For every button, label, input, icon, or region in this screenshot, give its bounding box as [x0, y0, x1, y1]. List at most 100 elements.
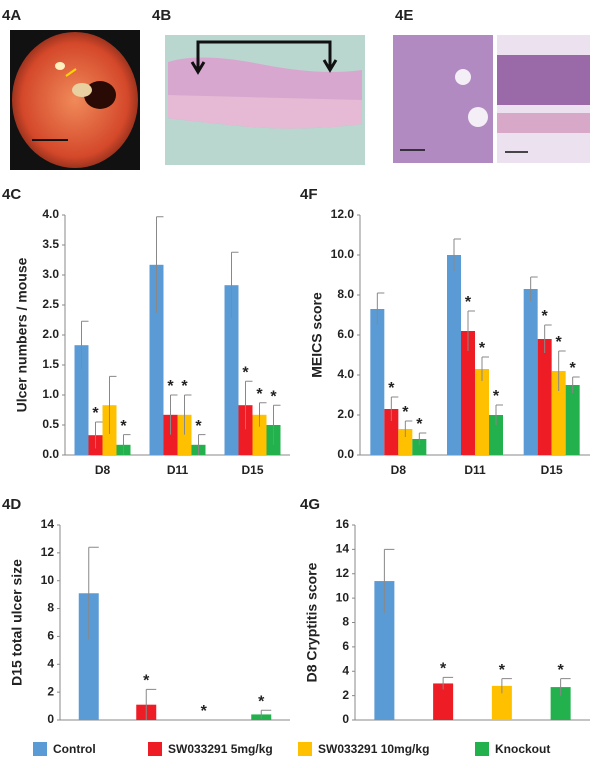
panel-label: 4D: [2, 496, 21, 513]
x-tick-label: D15: [241, 463, 263, 477]
bar: [523, 289, 538, 455]
error-bar: [156, 216, 164, 313]
bar: [461, 331, 475, 455]
legend-swatch: [298, 742, 312, 756]
significance-mark: *: [465, 294, 472, 311]
panel-label: 4G: [300, 496, 320, 513]
y-axis-title: D15 total ulcer size: [9, 559, 25, 686]
bar: [433, 683, 454, 720]
error-bar: [501, 678, 512, 694]
y-tick-label: 4.0: [337, 367, 354, 381]
legend-swatch: [33, 742, 47, 756]
error-bar: [390, 396, 399, 421]
error-bar: [245, 380, 253, 430]
legend-swatch: [475, 742, 489, 756]
significance-mark: *: [270, 388, 277, 405]
error-bar: [109, 375, 117, 434]
error-bar: [145, 688, 157, 720]
x-tick-label: D15: [541, 463, 563, 477]
bar: [384, 409, 399, 455]
bar: [374, 581, 395, 720]
significance-mark: *: [242, 364, 249, 381]
y-tick-label: 0: [47, 712, 54, 726]
significance-mark: *: [440, 661, 447, 678]
error-bar: [453, 238, 461, 271]
bar: [398, 429, 413, 455]
y-tick-label: 1.5: [42, 357, 59, 371]
significance-mark: *: [388, 380, 395, 397]
y-tick-label: 2.0: [42, 327, 59, 341]
error-bar: [95, 421, 103, 449]
y-tick-label: 0.5: [42, 417, 59, 431]
legend-swatch: [148, 742, 162, 756]
y-tick-label: 0.0: [42, 447, 59, 461]
y-tick-label: 4: [342, 663, 349, 677]
y-tick-label: 3.5: [42, 237, 59, 251]
y-axis-title: MEICS score: [309, 292, 325, 378]
histology-image: [393, 35, 590, 163]
error-bar: [481, 356, 489, 381]
bar: [78, 593, 99, 720]
error-bar: [383, 548, 395, 613]
y-tick-label: 6: [342, 639, 349, 653]
bar: [163, 414, 178, 455]
panel-label: 4C: [2, 186, 21, 203]
x-tick-label: D11: [167, 463, 189, 477]
significance-mark: *: [143, 673, 150, 690]
significance-mark: *: [416, 416, 423, 433]
bar: [489, 415, 503, 455]
legend-label: Knockout: [495, 742, 550, 756]
error-bar: [558, 350, 566, 391]
significance-mark: *: [542, 308, 549, 325]
y-tick-label: 1.0: [42, 387, 59, 401]
significance-mark: *: [499, 662, 506, 679]
y-tick-label: 4.0: [42, 207, 59, 221]
error-bar: [259, 402, 267, 427]
bar: [537, 339, 552, 455]
y-tick-label: 10.0: [331, 247, 355, 261]
error-bar: [530, 276, 538, 301]
y-tick-label: 14: [336, 542, 350, 556]
error-bar: [81, 320, 89, 370]
bar: [224, 285, 239, 455]
panel-label: 4A: [2, 7, 21, 24]
x-tick-label: D8: [95, 463, 111, 477]
significance-mark: *: [92, 405, 99, 422]
y-tick-label: 2.0: [337, 407, 354, 421]
significance-mark: *: [258, 693, 265, 710]
significance-mark: *: [558, 662, 565, 679]
error-bar: [88, 546, 99, 640]
significance-mark: *: [256, 386, 263, 403]
y-tick-label: 0.0: [337, 447, 354, 461]
error-bar: [418, 432, 427, 445]
bar: [149, 264, 164, 455]
legend-label: Control: [53, 742, 96, 756]
significance-mark: *: [493, 388, 500, 405]
error-bar: [260, 709, 272, 719]
y-tick-label: 8.0: [337, 287, 354, 301]
y-tick-label: 2: [47, 684, 54, 698]
y-tick-label: 2.5: [42, 297, 59, 311]
y-axis-title: D8 Cryptitis score: [304, 562, 320, 682]
x-tick-label: D11: [464, 463, 486, 477]
significance-mark: *: [570, 360, 577, 377]
legend: Control SW033291 5mg/kg SW033291 10mg/kg Kn…: [33, 742, 550, 756]
significance-mark: *: [479, 340, 486, 357]
legend-label: SW033291 10mg/kg: [318, 742, 429, 756]
error-bar: [273, 404, 281, 445]
legend-label: SW033291 5mg/kg: [168, 742, 273, 756]
significance-mark: *: [556, 334, 563, 351]
bar: [370, 309, 385, 455]
panel-label: 4E: [395, 7, 413, 24]
bar: [177, 414, 192, 455]
bar: [447, 255, 461, 455]
y-tick-label: 2: [342, 688, 349, 702]
bar: [412, 439, 427, 455]
bar: [550, 687, 571, 720]
error-bar: [184, 394, 192, 435]
error-bar: [495, 404, 503, 425]
error-bar: [404, 420, 413, 437]
bar: [475, 369, 489, 455]
bar: [551, 371, 566, 455]
error-bar: [231, 251, 239, 319]
